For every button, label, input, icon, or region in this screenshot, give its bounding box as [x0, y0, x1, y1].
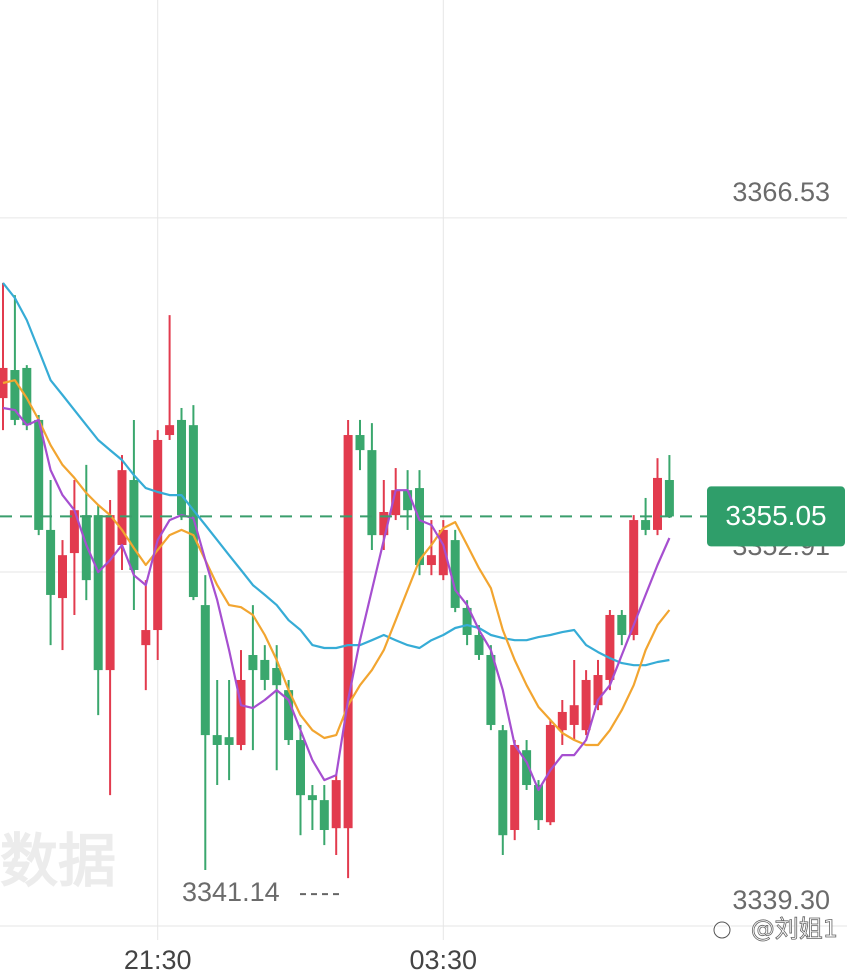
- candle-body: [593, 675, 603, 706]
- last-price-label: 3355.05: [725, 500, 826, 531]
- candle-body: [367, 450, 377, 536]
- candle-body: [236, 679, 246, 745]
- ma-line: [2, 282, 670, 667]
- candle-body: [426, 555, 436, 566]
- candle-body: [391, 490, 401, 516]
- candle-body: [653, 477, 662, 530]
- low-label: 3341.14: [182, 877, 280, 907]
- candle-body: [212, 735, 222, 745]
- candle-body: [486, 655, 496, 725]
- ma-line: [2, 406, 671, 792]
- credit-logo: [712, 920, 732, 940]
- candle-body: [105, 515, 115, 671]
- candle-body: [510, 744, 520, 831]
- candle-body: [307, 795, 317, 801]
- candle-body: [46, 529, 56, 595]
- candle-body: [10, 370, 20, 420]
- x-tick-label: 21:30: [124, 945, 192, 975]
- candle-body: [296, 740, 305, 796]
- candle-body: [581, 679, 591, 731]
- candle-body: [403, 490, 413, 511]
- candle-body: [355, 435, 365, 451]
- credit: @刘姐1: [751, 915, 838, 943]
- candle-body: [331, 780, 341, 829]
- candle-body: [450, 540, 460, 608]
- candle-body: [343, 435, 353, 829]
- y-tick-label: 3339.30: [732, 885, 830, 915]
- candle-body: [379, 511, 389, 536]
- x-tick-label: 03:30: [410, 945, 478, 975]
- watermark: 数据: [0, 827, 116, 895]
- candle-body: [438, 529, 448, 576]
- candle-body: [129, 480, 139, 570]
- candle-body: [141, 630, 151, 646]
- candle-body: [415, 488, 424, 566]
- candle-body: [284, 690, 294, 741]
- candle-body: [641, 520, 651, 530]
- candle-body: [272, 668, 282, 686]
- ma-line: [2, 379, 671, 747]
- candle-body: [474, 634, 484, 656]
- candle-body: [248, 655, 258, 671]
- candle-body: [545, 724, 555, 823]
- candle-body: [617, 614, 627, 635]
- candle-body: [498, 730, 508, 836]
- candle-body: [69, 510, 79, 554]
- candle-body: [557, 711, 567, 731]
- candle-body: [629, 520, 639, 635]
- candle-body: [605, 614, 615, 680]
- candle-body: [462, 607, 472, 635]
- candle-body: [93, 515, 103, 671]
- candle-body: [224, 737, 234, 745]
- candle-body: [177, 419, 186, 516]
- candle-body: [153, 439, 163, 631]
- candle-body: [569, 705, 579, 725]
- candle-body: [522, 750, 532, 786]
- candle-body: [260, 659, 270, 680]
- candle-body: [200, 605, 210, 736]
- candle-body: [34, 419, 44, 530]
- last-price-tag: [707, 486, 845, 547]
- candle-body: [165, 425, 175, 436]
- candle-body: [319, 800, 329, 831]
- candle-body: [534, 785, 543, 821]
- candle-body: [117, 470, 127, 546]
- candle-body: [664, 480, 674, 517]
- candle-body: [58, 555, 67, 599]
- y-tick-label: 3366.53: [732, 177, 830, 207]
